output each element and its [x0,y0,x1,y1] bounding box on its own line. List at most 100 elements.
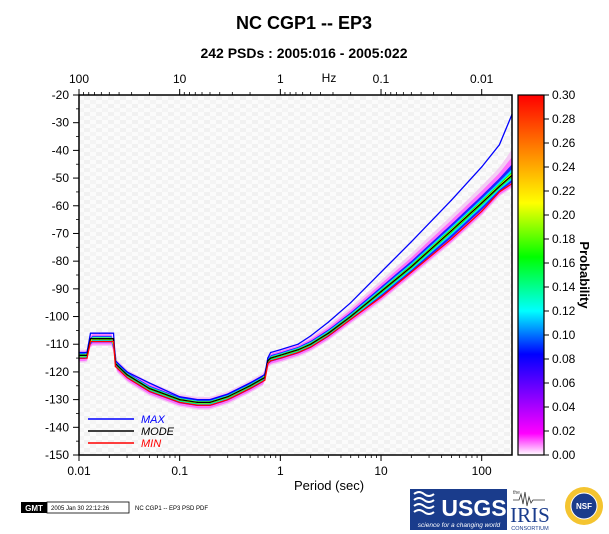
iris-logo-name: IRIS [510,503,550,527]
data-point-max [227,393,229,395]
nsf-logo: NSF [565,487,603,525]
data-point-max [209,399,211,401]
data-point-max [297,343,299,345]
data-point-mode [279,354,281,356]
data-point-max [310,335,312,337]
data-point-min [126,376,128,379]
x-axis: 0.01 0.1 1 10 100 [67,455,492,478]
y-tick-label: -130 [45,393,69,407]
data-point-mode [450,230,452,232]
colorbar-tick-label: 0.16 [552,256,576,270]
y-tick-label: -50 [52,171,70,185]
plot-background [79,95,512,455]
data-point-max [267,357,269,359]
top-tick-label: 0.1 [373,72,390,86]
data-point-max [112,332,115,334]
y-tick-label: -30 [52,116,70,130]
data-point-mode [297,349,299,351]
colorbar-tick-label: 0.18 [552,232,576,246]
data-point-max [98,332,101,334]
colorbar-tick-label: 0.24 [552,160,576,174]
x-tick-label: 0.01 [67,464,91,478]
series-layer [78,113,513,406]
data-point-max [270,351,272,354]
iris-logo-subtitle: CONSORTIUM [511,526,549,532]
data-point-min [498,191,500,193]
data-point-mode [310,343,312,345]
data-point-max [108,332,110,334]
legend: MAX MODE MIN [88,414,175,450]
colorbar-tick-label: 0.00 [552,448,576,462]
y-tick-label: -80 [52,254,70,268]
data-point-mode [350,315,352,318]
x-tick-label: 0.1 [171,464,188,478]
data-point-min [380,296,382,298]
data-point-mode [148,387,150,390]
data-point-max [350,302,352,304]
data-point-max [89,332,92,334]
y-tick-label: -100 [45,310,69,324]
timestamp: 2005 Jan 30 22:12:26 [51,506,110,512]
nsf-logo-name: NSF [576,502,592,511]
series-line-min [79,183,513,406]
data-point-min [350,318,352,320]
legend-label-max: MAX [141,414,166,426]
data-point-mode [249,385,251,387]
data-point-max [327,321,329,323]
data-point-max [380,271,382,273]
data-point-min [112,340,115,343]
colorbar-tick-label: 0.26 [552,136,576,150]
colorbar-tick-label: 0.22 [552,184,576,198]
y-tick-label: -60 [52,199,70,213]
y-tick-label: -120 [45,365,69,379]
data-point-min [108,340,110,343]
top-tick-label: 0.01 [470,72,494,86]
data-point-min [450,238,452,240]
data-point-min [481,210,483,212]
data-point-max [126,371,128,373]
data-point-mode [179,399,181,401]
data-point-min [227,399,229,401]
data-point-max [148,382,150,384]
data-point-max [481,166,483,168]
chart-subtitle: 242 PSDs : 2005:016 - 2005:022 [200,45,407,61]
top-tick-label: 1 [277,72,284,86]
data-point-mode [270,357,272,359]
usgs-logo-tagline: science for a changing world [418,522,501,529]
legend-label-mode: MODE [141,426,175,438]
colorbar-tick-label: 0.06 [552,376,576,390]
data-point-min [264,379,266,381]
data-point-min [297,351,299,354]
data-point-min [98,340,101,343]
colorbar-tick-label: 0.20 [552,208,576,222]
data-point-min [89,340,92,343]
x-axis-label: Period (sec) [294,478,364,493]
iris-logo: the IRIS CONSORTIUM [510,490,550,532]
data-point-mode [410,266,412,268]
y-tick-label: -40 [52,143,70,157]
colorbar [517,94,545,456]
y-axis: -20 -30 -40 -50 -60 -70 -80 -90 -100 -110 -120 -130… [45,88,79,462]
usgs-logo-name: USGS [441,495,506,521]
gmt-badge [21,502,47,513]
data-point-min [327,335,329,337]
data-point-mode [98,338,101,340]
data-point-mode [196,401,198,403]
data-point-mode [498,185,500,187]
data-point-min [114,365,116,367]
probability-density-layer [79,149,512,410]
series-line-max [79,114,513,401]
data-point-mode [227,396,229,398]
y-tick-label: -150 [45,448,69,462]
data-point-max [249,382,251,384]
data-point-mode [481,202,483,204]
colorbar-tick-label: 0.04 [552,400,576,414]
timestamp-box [46,501,130,514]
data-point-max [410,241,412,243]
data-point-min [279,357,281,359]
data-point-min [267,363,269,365]
data-point-mode [112,338,115,340]
data-point-min [310,346,312,348]
data-point-mode [380,291,382,293]
